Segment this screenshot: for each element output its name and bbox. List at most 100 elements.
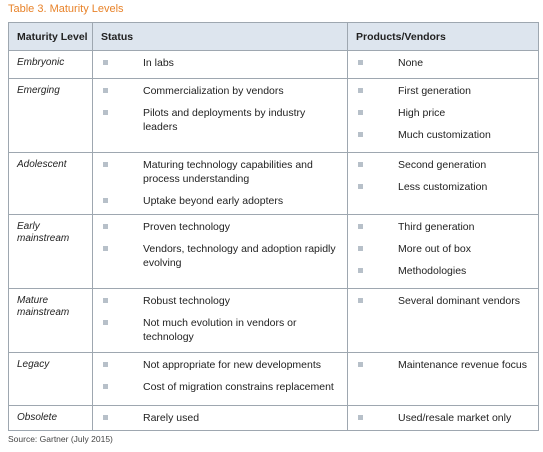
item-text: In labs	[143, 57, 174, 69]
table-row: Early mainstream Proven technology Vendors…	[8, 214, 539, 289]
maturity-level: Obsolete	[8, 405, 93, 431]
products-cell: None	[347, 50, 539, 79]
list-item: Robust technology	[93, 294, 347, 308]
maturity-level: Legacy	[8, 352, 93, 406]
maturity-level: Embryonic	[8, 50, 93, 79]
item-text: Used/resale market only	[398, 412, 512, 424]
products-cell: Several dominant vendors	[347, 288, 539, 353]
item-text: Rarely used	[143, 412, 200, 424]
list-item: Several dominant vendors	[348, 294, 538, 308]
list-item: High price	[348, 106, 538, 120]
bullet	[358, 246, 363, 251]
maturity-level: Early mainstream	[8, 214, 93, 289]
list-item: Much customization	[348, 128, 538, 142]
maturity-table: Maturity Level Status Products/Vendors E…	[8, 22, 539, 431]
bullet	[358, 298, 363, 303]
table-row: Obsolete Rarely used Used/resale market on…	[8, 405, 539, 431]
list-item: Methodologies	[348, 264, 538, 278]
item-text: Several dominant vendors	[398, 295, 520, 307]
bullet	[103, 224, 108, 229]
item-text: Proven technology	[143, 221, 230, 233]
item-text: High price	[398, 107, 446, 119]
products-cell: Third generation More out of box Methodolo…	[347, 214, 539, 289]
table-title: Table 3. Maturity Levels	[8, 3, 124, 15]
item-text: More out of box	[398, 243, 471, 255]
list-item: Not appropriate for new developments	[93, 358, 347, 372]
list-item: None	[348, 56, 538, 70]
list-item: Less customization	[348, 180, 538, 194]
bullet	[103, 415, 108, 420]
maturity-level: Emerging	[8, 78, 93, 153]
list-item: Vendors, technology and adoption rapidly…	[93, 242, 347, 270]
header-cell: Status	[92, 22, 348, 51]
table-row: Emerging Commercialization by vendors Pilo…	[8, 78, 539, 153]
list-item: Rarely used	[93, 411, 347, 425]
list-item: Used/resale market only	[348, 411, 538, 425]
maturity-level: Adolescent	[8, 152, 93, 215]
list-item: Second generation	[348, 158, 538, 172]
item-text: Robust technology	[143, 295, 230, 307]
item-text: Less customization	[398, 181, 488, 193]
header-cell: Maturity Level	[8, 22, 93, 51]
bullet	[358, 415, 363, 420]
bullet	[358, 110, 363, 115]
list-item: First generation	[348, 84, 538, 98]
item-text: None	[398, 57, 424, 69]
item-text: Cost of migration constrains replacement	[143, 381, 334, 393]
bullet	[103, 60, 108, 65]
table-row: Adolescent Maturing technology capabiliti…	[8, 152, 539, 215]
list-item: Commercialization by vendors	[93, 84, 347, 98]
bullet	[358, 268, 363, 273]
header-cell: Products/Vendors	[347, 22, 539, 51]
source-note: Source: Gartner (July 2015)	[8, 434, 113, 444]
bullet	[103, 110, 108, 115]
list-item: Not much evolution in vendors or technol…	[93, 316, 347, 344]
bullet	[103, 384, 108, 389]
bullet	[103, 246, 108, 251]
list-item: Cost of migration constrains replacement	[93, 380, 347, 394]
item-text: Vendors, technology and adoption rapidly…	[143, 243, 336, 269]
table-row: Embryonic In labs None	[8, 50, 539, 79]
table-body: Embryonic In labs None Emerging Commercializ…	[8, 50, 539, 431]
bullet	[358, 362, 363, 367]
item-text: Maturing technology capabilities and pro…	[143, 159, 313, 185]
bullet	[103, 198, 108, 203]
list-item: In labs	[93, 56, 347, 70]
item-text: Commercialization by vendors	[143, 85, 284, 97]
list-item: Maintenance revenue focus	[348, 358, 538, 372]
table-row: Mature mainstream Robust technology Not mu…	[8, 288, 539, 353]
status-cell: Maturing technology capabilities and pro…	[92, 152, 348, 215]
bullet	[358, 60, 363, 65]
bullet	[103, 320, 108, 325]
item-text: Not much evolution in vendors or technol…	[143, 317, 297, 343]
item-text: Pilots and deployments by industry leade…	[143, 107, 306, 133]
status-cell: Proven technology Vendors, technology and…	[92, 214, 348, 289]
maturity-level: Mature mainstream	[8, 288, 93, 353]
item-text: Methodologies	[398, 265, 467, 277]
list-item: Maturing technology capabilities and pro…	[93, 158, 347, 186]
products-cell: Used/resale market only	[347, 405, 539, 431]
item-text: Much customization	[398, 129, 491, 141]
bullet	[358, 162, 363, 167]
list-item: Third generation	[348, 220, 538, 234]
list-item: Uptake beyond early adopters	[93, 194, 347, 208]
status-cell: Commercialization by vendors Pilots and d…	[92, 78, 348, 153]
list-item: Proven technology	[93, 220, 347, 234]
bullet	[103, 362, 108, 367]
bullet	[358, 88, 363, 93]
header-row: Maturity Level Status Products/Vendors	[8, 22, 539, 51]
item-text: Uptake beyond early adopters	[143, 195, 284, 207]
list-item: More out of box	[348, 242, 538, 256]
status-cell: Robust technology Not much evolution in v…	[92, 288, 348, 353]
bullet	[358, 132, 363, 137]
table-row: Legacy Not appropriate for new developmen…	[8, 352, 539, 406]
bullet	[358, 224, 363, 229]
bullet	[103, 88, 108, 93]
products-cell: Maintenance revenue focus	[347, 352, 539, 406]
bullet	[358, 184, 363, 189]
status-cell: In labs	[92, 50, 348, 79]
bullet	[103, 162, 108, 167]
item-text: Not appropriate for new developments	[143, 359, 322, 371]
products-cell: Second generation Less customization	[347, 152, 539, 215]
